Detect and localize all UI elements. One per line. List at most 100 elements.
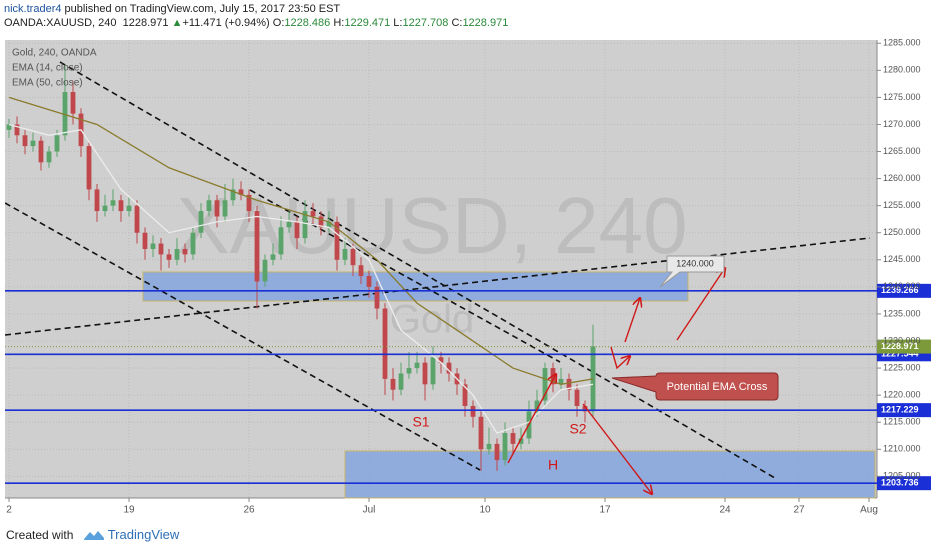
open: 1228.486 <box>284 17 331 29</box>
candle-body <box>566 378 572 390</box>
candle-body <box>318 216 324 228</box>
candle-body <box>350 248 356 266</box>
target-label: 1240.000 <box>676 258 714 268</box>
y-tick-label: 1265.000 <box>883 146 921 156</box>
high: 1229.471 <box>344 17 391 29</box>
c-label: C: <box>451 17 463 29</box>
candle-body <box>334 221 340 260</box>
arrow <box>610 346 630 370</box>
candle-body <box>110 200 116 206</box>
brand[interactable]: TradingView <box>107 527 180 542</box>
y-tick-label: 1230.000 <box>883 335 921 345</box>
y-tick-label: 1270.000 <box>883 119 921 129</box>
x-tick-label: Jul <box>363 505 376 516</box>
candle-body <box>230 189 236 201</box>
arrow <box>676 268 725 341</box>
last: 1228.971 <box>122 17 169 29</box>
candle-body <box>494 443 500 461</box>
candle-body <box>342 248 348 260</box>
candle-body <box>222 200 228 217</box>
candle-body <box>102 205 108 212</box>
candle-body <box>486 443 492 450</box>
x-tick-label: Aug <box>860 505 878 516</box>
candle-body <box>430 357 436 385</box>
x-tick-label: 10 <box>479 505 491 516</box>
candle-body <box>542 368 548 401</box>
y-tick-label: 1250.000 <box>883 227 921 237</box>
candle-body <box>158 243 164 255</box>
candle-body <box>142 232 148 249</box>
candle-body <box>294 221 300 239</box>
target-callout <box>659 255 725 288</box>
h-label: H: <box>333 17 345 29</box>
candle-body <box>510 433 516 444</box>
y-tick-label: 1235.000 <box>883 308 921 318</box>
ema-cross-label: Potential EMA Cross <box>667 381 768 393</box>
candle-body <box>126 205 132 212</box>
candle-body <box>382 308 388 379</box>
arrow: ▲ <box>171 17 183 29</box>
logo <box>83 531 104 540</box>
y-tick-label: 1240.000 <box>883 281 921 291</box>
symbol: OANDA:XAUUSD, 240 <box>4 17 117 29</box>
candle-body <box>62 91 68 136</box>
candle-body <box>30 140 36 147</box>
footer: Created with TradingView <box>6 527 179 542</box>
candle-body <box>302 211 308 239</box>
candle-body <box>358 265 364 277</box>
level-label: 1239.266 <box>881 285 919 295</box>
candle-body <box>310 211 316 217</box>
candle-body <box>182 248 188 255</box>
candle-body <box>6 124 12 130</box>
arrow <box>582 403 652 494</box>
author[interactable]: nick.trader4 <box>4 3 62 15</box>
candle-body <box>446 362 452 374</box>
y-tick-label: 1245.000 <box>883 254 921 264</box>
candle-body <box>190 232 196 255</box>
candle-body <box>46 151 52 163</box>
x-tick-label: 17 <box>599 505 611 516</box>
trend-line <box>5 237 871 336</box>
candle-body <box>534 400 540 412</box>
candle-body <box>414 362 420 369</box>
published: published on TradingView.com, July 15, 2… <box>64 3 341 15</box>
plot-area <box>5 40 877 498</box>
candle-body <box>150 243 156 249</box>
candle-body <box>582 405 588 412</box>
candle-body <box>422 362 428 385</box>
candle-body <box>438 357 444 363</box>
y-tick-label: 1210.000 <box>883 444 921 454</box>
candle-body <box>54 135 60 152</box>
candle-body <box>238 189 244 195</box>
trend-line <box>59 61 776 479</box>
level-tag <box>877 403 931 418</box>
level-tag <box>877 476 931 491</box>
candle-body <box>270 254 276 260</box>
candle-body <box>398 373 404 390</box>
created-with: Created with <box>6 528 74 542</box>
candle-body <box>206 200 212 212</box>
y-tick-label: 1220.000 <box>883 390 921 400</box>
close: 1228.971 <box>462 17 509 29</box>
level-tag <box>877 283 931 298</box>
candle-body <box>246 194 252 212</box>
candle-body <box>326 221 332 228</box>
level-label: 1203.736 <box>881 478 919 488</box>
candle-body <box>214 200 220 217</box>
level-label: 1227.544 <box>881 349 919 359</box>
candle-body <box>406 368 412 374</box>
legend-entry: Gold, 240, OANDA <box>12 48 97 59</box>
arrow <box>507 374 556 464</box>
h-label: H <box>548 457 558 473</box>
candle-body <box>198 211 204 233</box>
candle-body <box>574 389 580 406</box>
candle-body <box>518 438 524 444</box>
o-label: O: <box>272 17 285 29</box>
candle-body <box>558 378 564 385</box>
x-tick-label: 27 <box>793 505 805 516</box>
candle-body <box>254 211 260 282</box>
y-tick-label: 1225.000 <box>883 362 921 372</box>
candle-body <box>22 135 28 147</box>
x-tick-label: 26 <box>243 505 255 516</box>
